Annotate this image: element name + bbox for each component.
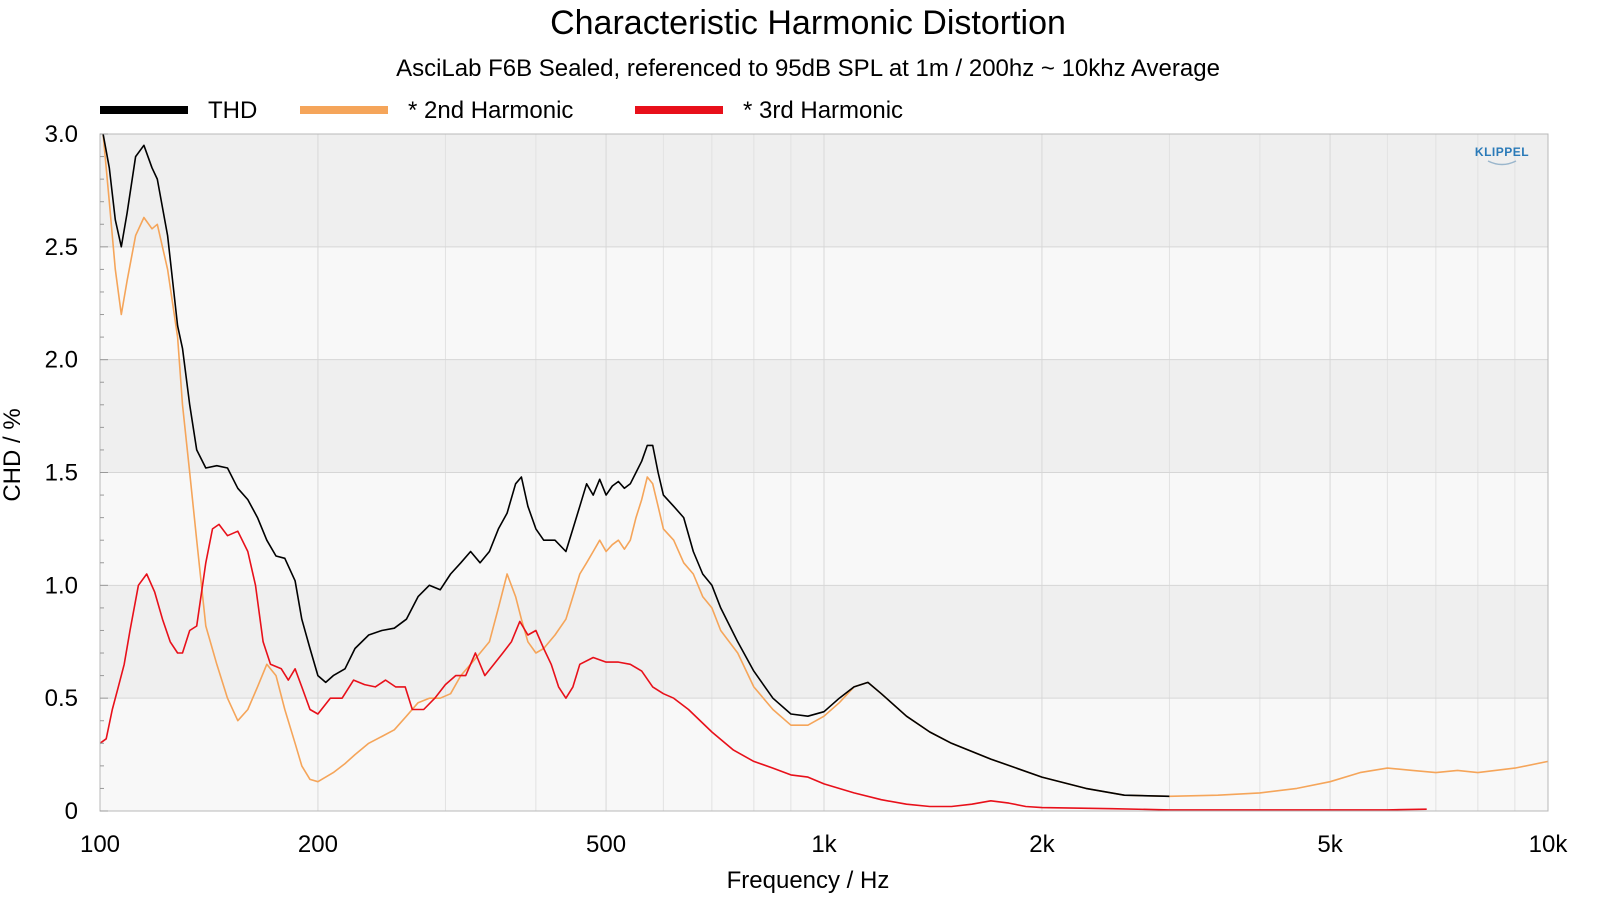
series-line-thd bbox=[102, 133, 1170, 798]
x-axis-label: Frequency / Hz bbox=[727, 867, 890, 894]
series-layer bbox=[99, 133, 1549, 811]
y-tick-label: 0.5 bbox=[45, 685, 78, 712]
chart-subtitle: AsciLab F6B Sealed, referenced to 95dB S… bbox=[396, 55, 1220, 82]
x-tick-label: 10k bbox=[1529, 831, 1569, 858]
y-tick-label: 1.0 bbox=[45, 572, 78, 599]
legend-label: * 3rd Harmonic bbox=[743, 97, 903, 124]
x-tick-label: 200 bbox=[298, 831, 338, 858]
legend-label: * 2nd Harmonic bbox=[408, 97, 573, 124]
x-tick-label: 500 bbox=[586, 831, 626, 858]
y-tick-label: 2.0 bbox=[45, 347, 78, 374]
logo-swoosh-icon bbox=[1487, 160, 1517, 166]
y-tick-label: 0 bbox=[65, 798, 78, 825]
y-tick-label: 2.5 bbox=[45, 234, 78, 261]
grid bbox=[100, 134, 1548, 811]
x-tick-label: 1k bbox=[811, 831, 837, 858]
series-line-3rd-harmonic bbox=[99, 523, 1427, 811]
legend: THD * 2nd Harmonic * 3rd Harmonic bbox=[100, 97, 903, 124]
legend-label: THD bbox=[208, 97, 257, 124]
x-tick-label: 2k bbox=[1029, 831, 1055, 858]
logo-text: KLIPPEL bbox=[1475, 145, 1529, 159]
chart-title: Characteristic Harmonic Distortion bbox=[550, 4, 1066, 42]
logo: KLIPPEL bbox=[1475, 145, 1529, 166]
x-tick-label: 100 bbox=[80, 831, 120, 858]
y-axis-label: CHD / % bbox=[0, 408, 26, 501]
y-tick-label: 1.5 bbox=[45, 460, 78, 487]
axes: 0 0.5 1.0 1.5 2.0 2.5 3.0 100 200 500 1k 2k 5k 10k bbox=[45, 121, 1569, 858]
y-tick-label: 3.0 bbox=[45, 121, 78, 148]
x-tick-label: 5k bbox=[1317, 831, 1343, 858]
